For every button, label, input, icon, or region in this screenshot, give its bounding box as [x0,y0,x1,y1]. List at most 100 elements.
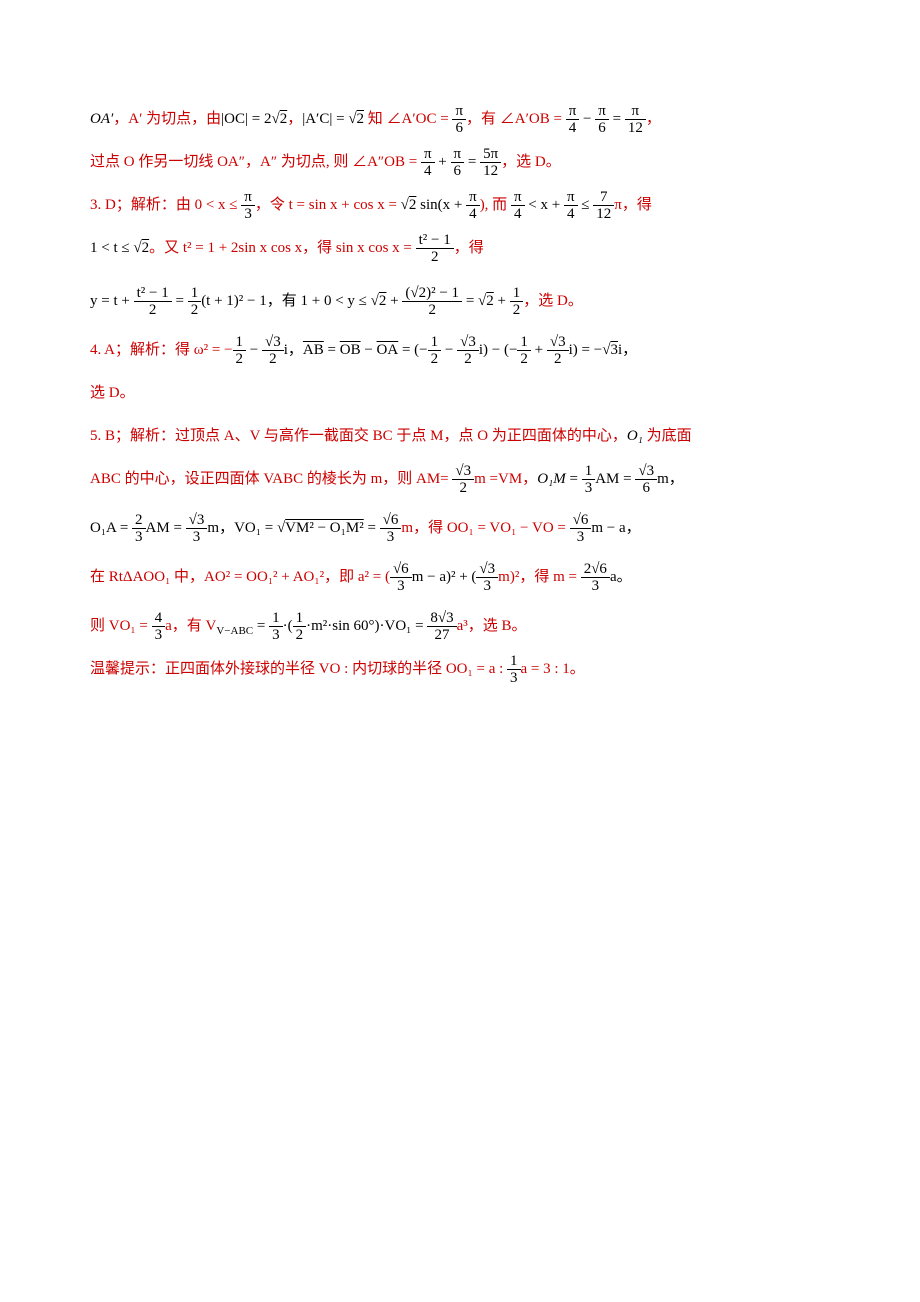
f10d: √33 [186,512,208,546]
f3b: π3 [241,189,255,223]
t5i: = [462,293,478,309]
t11c: m − a)² + ( [412,569,477,585]
f6l: 12 [428,334,442,368]
f9f: 13 [582,463,596,497]
t4c: 。又 t² = 1 + 2sin x cos x，得 sin x cos x = [149,240,416,256]
f5h: (√2)² − 12 [402,285,462,319]
t4e: ，得 [454,240,484,256]
t6e: i， [284,342,303,358]
t5e: (t + 1)² − 1，有 1 + 0 < y ≤ [201,293,370,309]
t13c: a = 3 : 1。 [521,661,585,677]
t2g: ，选 D。 [501,154,561,170]
t6h: OB [340,331,361,370]
line-2: 过点 O 作另一切线 OA″，A″ 为切点, 则 ∠A″OB = π4 + π6… [90,143,830,182]
t1l: = [609,111,625,127]
t12i: ·m²·sin 60°)·VO₁ = [306,618,427,634]
t6j: OA [377,331,399,370]
t1f: 知 ∠A′OC = [364,111,452,127]
t3a: 3. D；解析：由 0 < x ≤ [90,197,241,213]
t5m: ，选 D。 [523,293,583,309]
t6g: = [324,342,340,358]
t12k: a³，选 B。 [457,618,527,634]
f9h: √36 [635,463,657,497]
t6o: i) − (− [479,342,518,358]
t2e: = [464,154,480,170]
f3j: π4 [564,189,578,223]
t6m: − [441,342,457,358]
f1i: π4 [566,103,580,137]
t3c: ，令 t = sin x + cos x = [255,197,401,213]
f1k: π6 [595,103,609,137]
t9g: AM = [595,471,635,487]
line-9: ABC 的中心，设正四面体 VABC 的棱长为 m，则 AM= √32m =VM… [90,460,830,499]
f6d: √32 [262,334,284,368]
t6a: 4. A；解析：得 ω² = − [90,342,233,358]
t12a: 则 VO₁ = [90,618,152,634]
f11d: √33 [476,561,498,595]
t1e1: |A′C| = [302,111,348,127]
f10b: 23 [132,512,146,546]
f3h: π4 [511,189,525,223]
t13a: 温馨提示：正四面体外接球的半径 VO : 内切球的半径 OO₁ = a : [90,661,507,677]
f12b: 43 [152,610,166,644]
line-12: 则 VO₁ = 43a，有 VV−ABC = 13·(12·m²·sin 60°… [90,607,830,646]
f11f: 2√63 [581,561,610,595]
t10a: O₁A = [90,520,132,536]
t2c: + [435,154,451,170]
line-10: O₁A = 23AM = √33m，VO₁ = √VM² − O₁M² = √6… [90,509,830,548]
f10h: √63 [380,512,402,546]
t10g: = [364,520,380,536]
f3l: 712 [593,189,614,223]
line-13: 温馨提示：正四面体外接球的半径 VO : 内切球的半径 OO₁ = a : 13… [90,650,830,689]
f1m: π12 [625,103,646,137]
t1e2: 2 [357,111,365,127]
line-7: 选 D。 [90,374,830,413]
f5l: 12 [510,285,524,319]
t6q: + [531,342,547,358]
t3m: π，得 [614,197,652,213]
t12d: V−ABC [216,625,253,637]
line-6: 4. A；解析：得 ω² = −12 − √32i，AB = OB − OA =… [90,331,830,370]
f12f: 13 [269,610,283,644]
f6b: 12 [233,334,247,368]
t12c: a，有 V [165,618,216,634]
t6t: 3 [610,342,618,358]
f11b: √63 [390,561,412,595]
f6p: 12 [517,334,531,368]
t5g: + [386,293,402,309]
t1h: ，有 ∠A′OB = [466,111,566,127]
f2d: π6 [451,146,465,180]
t10f: VM² − O₁M² [285,520,364,536]
f10j: √63 [570,512,592,546]
t9d: O₁M [537,471,566,487]
f5d: 12 [188,285,202,319]
t12e: = [253,618,269,634]
var-oa: OA′ [90,111,113,127]
t8a: 5. B；解析：过顶点 A、V 与高作一截面交 BC 于点 M，点 O 为正四面… [90,428,627,444]
f13b: 13 [507,653,521,687]
t6c: − [246,342,262,358]
t6i: − [361,342,377,358]
t3e: sin(x + [416,197,466,213]
t10i: m，得 OO₁ = VO₁ − VO = [401,520,569,536]
f6r: √32 [547,334,569,368]
t11e: m)²，得 m = [498,569,581,585]
f6n: √32 [457,334,479,368]
t4a: 1 < t ≤ [90,240,133,256]
f1g: π6 [452,103,466,137]
t1b: ，A′ 为切点，由 [113,111,221,127]
t8c: 为底面 [643,428,692,444]
t8b: O₁ [627,428,643,444]
t1j: − [579,111,595,127]
t10c: AM = [146,520,186,536]
f9b: √32 [452,463,474,497]
t6k: = (− [398,342,427,358]
line-8: 5. B；解析：过顶点 A、V 与高作一截面交 BC 于点 M，点 O 为正四面… [90,417,830,456]
t6u: i， [618,342,637,358]
t10k: m − a， [591,520,640,536]
f4d: t² − 12 [416,232,454,266]
line-1: OA′，A′ 为切点，由|OC| = 2√2，|A′C| = √2 知 ∠A′O… [90,100,830,139]
t11a: 在 RtΔAOO₁ 中，AO² = OO₁² + AO₁²，即 a² = ( [90,569,390,585]
t9i: m， [657,471,684,487]
t4b: 2 [142,240,150,256]
